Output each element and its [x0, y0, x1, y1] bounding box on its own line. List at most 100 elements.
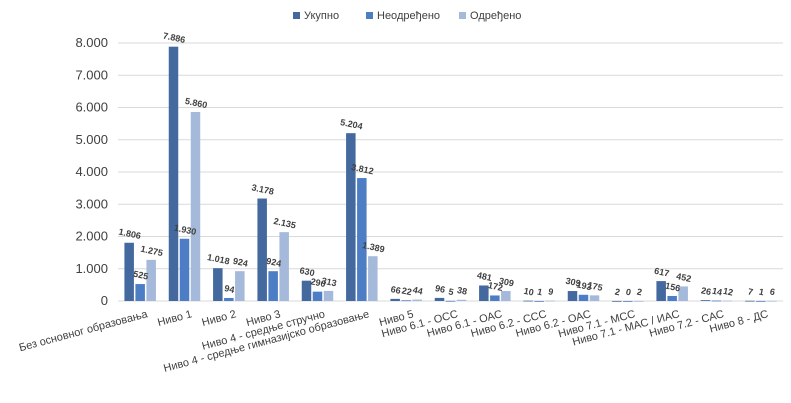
bar — [700, 300, 711, 301]
bar — [656, 281, 666, 301]
bar — [523, 300, 533, 302]
legend-entry: Неодређено — [377, 10, 440, 22]
y-tick-label: 8.000 — [75, 35, 108, 50]
bar — [722, 300, 733, 302]
data-label: 290 — [310, 276, 327, 289]
data-label: 7.886 — [162, 31, 186, 45]
bar — [257, 198, 267, 301]
y-tick-label: 3.000 — [75, 196, 108, 211]
bar — [578, 294, 589, 301]
bar — [756, 300, 766, 302]
bar — [490, 295, 500, 301]
data-label: 5.204 — [339, 117, 363, 131]
bar — [456, 299, 467, 301]
bar — [268, 271, 278, 301]
y-tick-label: 2.000 — [75, 229, 108, 244]
category-label: Ниво 1 — [156, 308, 193, 329]
data-label: 525 — [132, 269, 149, 282]
data-label: 630 — [299, 265, 316, 278]
legend: Укупно Неодређено Одређено — [293, 10, 521, 22]
data-label: 172 — [487, 280, 504, 293]
data-label: 14 — [711, 286, 723, 298]
y-tick-label: 5.000 — [75, 132, 108, 147]
data-label: 94 — [224, 283, 236, 295]
bar — [312, 291, 323, 301]
legend-entry: Укупно — [304, 10, 339, 22]
bar — [479, 285, 489, 301]
data-label: 193 — [576, 279, 593, 292]
data-label: 0 — [625, 287, 632, 298]
bar — [279, 232, 289, 301]
bar — [567, 291, 578, 301]
data-label: 12 — [722, 286, 734, 298]
bar — [623, 301, 633, 302]
category-label: Без основног образовања — [18, 308, 150, 354]
bar — [767, 300, 777, 302]
data-label: 3.812 — [350, 162, 374, 176]
data-label: 617 — [653, 266, 670, 279]
bar — [745, 300, 755, 302]
bar — [434, 297, 445, 301]
data-label: 2 — [636, 287, 643, 298]
legend-swatch — [459, 12, 466, 19]
data-label: 9 — [547, 286, 554, 297]
y-tick-label: 7.000 — [75, 67, 108, 82]
bars — [124, 46, 777, 302]
x-axis-category-labels: Без основног образовања Ниво 1 Ниво 2 Ниво … — [18, 308, 770, 375]
bar — [589, 295, 600, 301]
data-label: 26 — [700, 285, 712, 297]
bar — [213, 268, 223, 301]
data-label: 313 — [321, 276, 338, 289]
data-label: 156 — [664, 281, 681, 294]
data-label: 1.018 — [206, 252, 230, 266]
bar — [346, 133, 356, 301]
data-label: 1 — [536, 287, 543, 298]
data-label: 1 — [758, 287, 765, 298]
bar — [179, 238, 190, 301]
legend-swatch — [293, 12, 300, 19]
y-tick-label: 4.000 — [75, 164, 108, 179]
bar — [146, 259, 156, 301]
data-label: 7 — [747, 286, 754, 297]
bar — [368, 256, 378, 301]
bar — [124, 242, 134, 301]
bar — [667, 295, 677, 301]
bar — [501, 291, 511, 301]
y-tick-label: 1.000 — [75, 261, 108, 276]
bar — [711, 300, 722, 302]
y-tick-label: 0 — [101, 293, 108, 308]
bar — [401, 300, 411, 302]
data-label: 1.275 — [140, 244, 164, 258]
bar — [412, 299, 422, 301]
data-label: 175 — [587, 280, 604, 293]
bar — [235, 271, 245, 301]
bar — [190, 112, 201, 301]
data-label: 452 — [675, 271, 692, 284]
bar — [390, 298, 400, 301]
bar — [323, 290, 334, 301]
bar — [357, 178, 367, 301]
data-label: 5 — [448, 286, 455, 297]
legend-entry: Одређено — [470, 10, 521, 22]
data-label: 22 — [401, 285, 413, 297]
bar — [634, 300, 644, 302]
data-label: 309 — [565, 276, 582, 289]
data-label: 44 — [412, 285, 424, 297]
data-label: 5.860 — [184, 96, 208, 110]
grid-lines — [118, 42, 783, 302]
y-tick-label: 6.000 — [75, 100, 108, 115]
data-label: 96 — [434, 283, 446, 295]
data-label: 924 — [232, 256, 249, 269]
bar — [135, 284, 145, 301]
data-label: 10 — [523, 286, 535, 298]
data-labels: 1.806 525 1.275 7.886 1.930 5.860 1.018 94 924 3.… — [118, 31, 776, 298]
y-axis-tick-labels: 0 1.000 2.000 3.000 4.000 5.000 6.000 7.000 8.00… — [75, 35, 108, 308]
data-label: 66 — [390, 284, 402, 296]
data-label: 924 — [265, 256, 282, 269]
data-label: 1.930 — [173, 223, 197, 237]
bar — [678, 286, 688, 301]
data-label: 309 — [498, 276, 515, 289]
data-label: 3.178 — [251, 182, 275, 196]
bar — [545, 300, 555, 302]
